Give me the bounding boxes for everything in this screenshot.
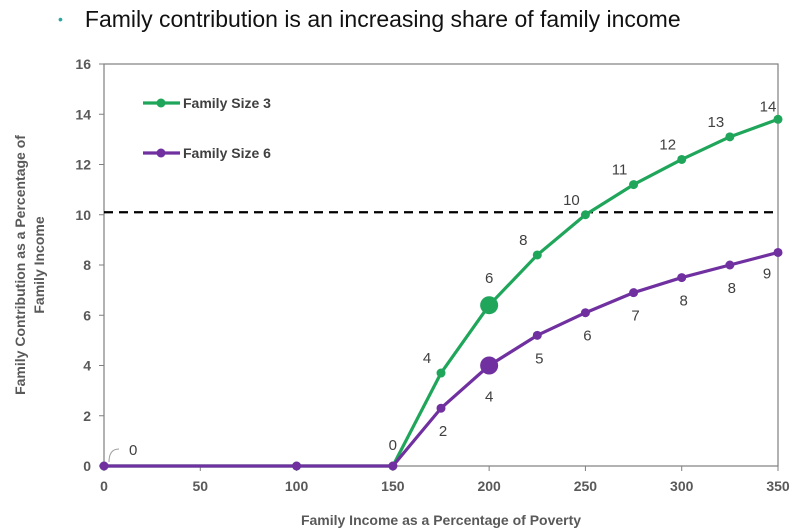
data-label: 6 xyxy=(583,328,591,345)
y-tick-label: 6 xyxy=(83,307,91,323)
data-label: 8 xyxy=(680,293,688,310)
data-label: 6 xyxy=(485,270,493,287)
y-tick-label: 16 xyxy=(75,56,91,72)
y-tick-label: 0 xyxy=(83,458,91,474)
data-label: 13 xyxy=(708,114,725,131)
headline-row: • Family contribution is an increasing s… xyxy=(58,4,681,34)
data-point xyxy=(629,180,639,190)
highlight-point xyxy=(480,296,499,315)
data-point xyxy=(677,273,687,283)
data-point xyxy=(725,260,735,270)
data-point xyxy=(436,403,446,413)
data-point xyxy=(725,132,735,142)
data-point xyxy=(773,114,783,124)
legend-swatch-marker xyxy=(156,98,166,108)
data-labels: 4 6 8 10 11 12 13 14 2 4 5 6 7 8 8 9 0 0 xyxy=(108,98,777,463)
data-point xyxy=(436,368,446,378)
x-tick-label: 300 xyxy=(670,478,694,494)
x-tick-label: 200 xyxy=(477,478,501,494)
y-axis-label-line2: Family Income xyxy=(31,216,47,313)
y-tick-label: 8 xyxy=(83,257,91,273)
highlight-point xyxy=(480,356,499,375)
data-point xyxy=(629,288,639,298)
data-point xyxy=(532,330,542,340)
legend-entry: Family Size 6 xyxy=(183,145,271,161)
y-tick-label: 10 xyxy=(75,207,91,223)
data-label: 7 xyxy=(631,308,639,325)
legend-entry: Family Size 3 xyxy=(183,95,271,111)
y-tick-label: 2 xyxy=(83,408,91,424)
bullet-icon: • xyxy=(58,11,63,27)
x-tick-label: 150 xyxy=(381,478,405,494)
data-label: 9 xyxy=(763,265,771,282)
x-tick-label: 250 xyxy=(574,478,598,494)
series-line-1 xyxy=(104,117,779,468)
data-label: 8 xyxy=(519,232,527,249)
x-axis-label: Family Income as a Percentage of Poverty xyxy=(301,512,581,528)
y-tick-label: 12 xyxy=(75,157,91,173)
data-label: 4 xyxy=(485,389,493,406)
x-tick-label: 0 xyxy=(100,478,108,494)
data-point xyxy=(580,308,590,318)
data-point xyxy=(532,250,542,260)
data-label: 0 xyxy=(129,442,137,459)
data-label: 14 xyxy=(760,98,777,115)
data-label: 2 xyxy=(439,423,447,440)
data-point xyxy=(580,210,590,220)
y-axis-label-line1: Family Contribution as a Percentage of xyxy=(12,135,28,395)
legend-swatch-marker xyxy=(156,148,166,158)
series-group xyxy=(99,114,783,471)
leader-line xyxy=(108,448,120,463)
data-label: 10 xyxy=(563,192,580,209)
y-tick-label: 4 xyxy=(83,358,91,374)
data-label: 12 xyxy=(659,136,676,153)
data-label: 8 xyxy=(728,280,736,297)
data-label: 11 xyxy=(612,162,628,179)
y-tick-label: 14 xyxy=(75,106,91,122)
headline-text: Family contribution is an increasing sha… xyxy=(84,5,681,32)
data-point xyxy=(677,154,687,164)
data-point xyxy=(773,247,783,257)
data-label: 4 xyxy=(423,350,431,367)
data-point xyxy=(99,461,109,471)
legend: Family Size 3 Family Size 6 xyxy=(143,95,271,161)
data-label: 5 xyxy=(535,350,543,367)
x-tick-label: 100 xyxy=(285,478,309,494)
data-point xyxy=(292,461,302,471)
x-tick-label: 350 xyxy=(766,478,790,494)
x-tick-label: 50 xyxy=(192,478,208,494)
data-point xyxy=(388,461,398,471)
data-label: 0 xyxy=(389,437,397,454)
